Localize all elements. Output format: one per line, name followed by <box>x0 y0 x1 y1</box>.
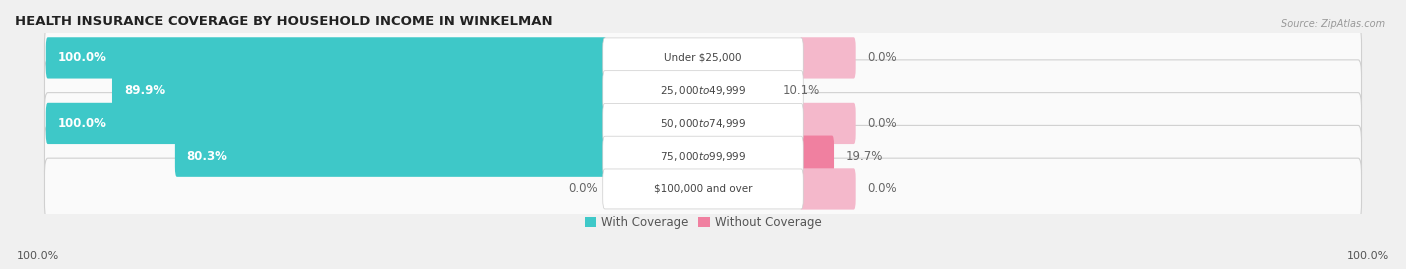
Legend: With Coverage, Without Coverage: With Coverage, Without Coverage <box>585 216 821 229</box>
Text: $75,000 to $99,999: $75,000 to $99,999 <box>659 150 747 163</box>
FancyBboxPatch shape <box>46 103 606 144</box>
Text: 100.0%: 100.0% <box>1347 251 1389 261</box>
FancyBboxPatch shape <box>112 70 606 111</box>
Text: 80.3%: 80.3% <box>187 150 228 163</box>
FancyBboxPatch shape <box>603 136 803 176</box>
Text: 100.0%: 100.0% <box>58 117 107 130</box>
Text: 19.7%: 19.7% <box>845 150 883 163</box>
FancyBboxPatch shape <box>800 37 856 79</box>
Text: $50,000 to $74,999: $50,000 to $74,999 <box>659 117 747 130</box>
FancyBboxPatch shape <box>45 125 1361 187</box>
Text: $100,000 and over: $100,000 and over <box>654 184 752 194</box>
Text: HEALTH INSURANCE COVERAGE BY HOUSEHOLD INCOME IN WINKELMAN: HEALTH INSURANCE COVERAGE BY HOUSEHOLD I… <box>15 15 553 28</box>
Text: 0.0%: 0.0% <box>568 182 598 196</box>
FancyBboxPatch shape <box>603 169 803 209</box>
Text: Under $25,000: Under $25,000 <box>664 53 742 63</box>
Text: $25,000 to $49,999: $25,000 to $49,999 <box>659 84 747 97</box>
FancyBboxPatch shape <box>603 104 803 143</box>
FancyBboxPatch shape <box>603 71 803 111</box>
FancyBboxPatch shape <box>800 136 834 177</box>
Text: 10.1%: 10.1% <box>782 84 820 97</box>
Text: 0.0%: 0.0% <box>868 117 897 130</box>
Text: 89.9%: 89.9% <box>124 84 165 97</box>
FancyBboxPatch shape <box>45 27 1361 89</box>
Text: Source: ZipAtlas.com: Source: ZipAtlas.com <box>1281 19 1385 29</box>
FancyBboxPatch shape <box>603 38 803 78</box>
FancyBboxPatch shape <box>800 168 856 210</box>
Text: 0.0%: 0.0% <box>868 51 897 64</box>
FancyBboxPatch shape <box>45 158 1361 220</box>
FancyBboxPatch shape <box>46 37 606 79</box>
FancyBboxPatch shape <box>45 93 1361 154</box>
Text: 0.0%: 0.0% <box>868 182 897 196</box>
Text: 100.0%: 100.0% <box>17 251 59 261</box>
FancyBboxPatch shape <box>800 103 856 144</box>
Text: 100.0%: 100.0% <box>58 51 107 64</box>
FancyBboxPatch shape <box>174 136 606 177</box>
FancyBboxPatch shape <box>45 60 1361 122</box>
